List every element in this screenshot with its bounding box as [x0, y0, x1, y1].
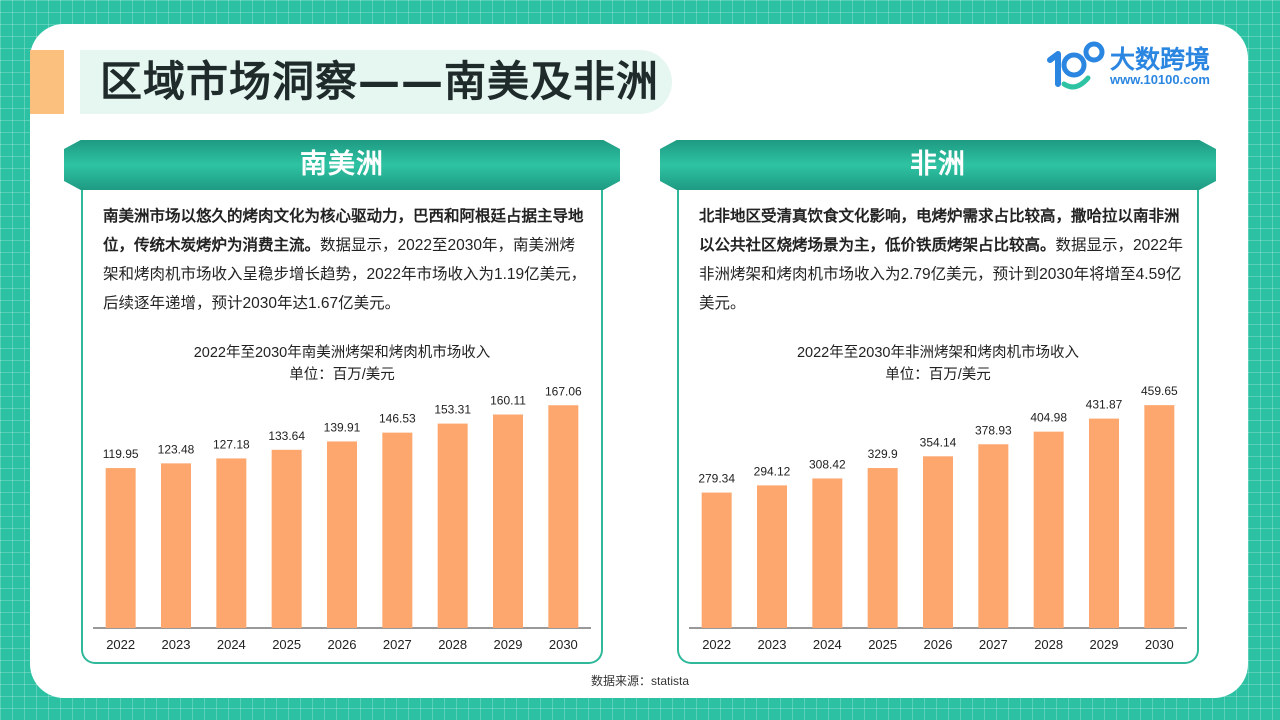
south-america-bar-chart: 119.95 2022 123.48 2023 127.18 2024 133.64 2025…: [93, 384, 591, 652]
south-america-tick-label-2026: 2026: [328, 637, 357, 652]
data-source: 数据来源：statista: [590, 674, 690, 688]
south-america-heading: 南美洲: [300, 149, 384, 180]
africa-bar-2026[interactable]: [923, 456, 953, 628]
africa-bar-chart: 279.34 2022 294.12 2023 308.42 2024 329.9 2025 3…: [689, 384, 1187, 652]
africa-bar-2029[interactable]: [1089, 418, 1119, 628]
south-america-ribbon-bg: [64, 140, 620, 190]
logo-mark-icon: [1047, 41, 1105, 90]
africa-tick-label-2027: 2027: [979, 637, 1008, 652]
brand-logo[interactable]: 大数跨境 www.10100.com: [1044, 38, 1234, 92]
south-america-data-label-2025: 133.64: [268, 429, 305, 443]
south-america-bar-2026[interactable]: [327, 441, 357, 628]
africa-data-label-2028: 404.98: [1030, 411, 1067, 425]
africa-tick-label-2026: 2026: [924, 637, 953, 652]
south-america-data-label-2026: 139.91: [324, 420, 361, 434]
south-america-desc-rest: 数据显示，2022至2030年，南美洲烤架和烤肉机市场收入呈稳步增长趋势，202…: [103, 237, 587, 312]
south-america-desc-bold: 南美洲市场以悠久的烤肉文化为核心驱动力，巴西和阿根廷占据主导地位，传统木炭烤炉为…: [103, 208, 584, 254]
africa-data-label-2023: 294.12: [754, 464, 791, 478]
africa-data-label-2022: 279.34: [698, 472, 735, 486]
south-america-bar-2024[interactable]: [216, 458, 247, 628]
africa-desc-rest: 数据显示，2022年非洲烤架和烤肉机市场收入为2.79亿美元，预计到2030年将…: [699, 237, 1183, 312]
africa-data-label-2025: 329.9: [868, 447, 898, 461]
logo-url: www.10100.com: [1110, 72, 1210, 87]
africa-panel: 北非地区受清真饮食文化影响，电烤炉需求占比较高，撒哈拉以南非洲以公共社区烧烤场景…: [677, 190, 1199, 664]
south-america-tick-label-2027: 2027: [383, 637, 412, 652]
logo-name: 大数跨境: [1110, 45, 1211, 74]
south-america-chart-unit: 单位：百万/美元: [289, 367, 395, 383]
south-america-tick-label-2029: 2029: [494, 637, 523, 652]
africa-bar-2027[interactable]: [978, 444, 1009, 628]
africa-chart-unit: 单位：百万/美元: [885, 367, 991, 383]
south-america-data-label-2023: 123.48: [158, 442, 195, 456]
south-america-chart-title: 2022年至2030年南美洲烤架和烤肉机市场收入: [193, 345, 491, 361]
south-america-data-label-2024: 127.18: [213, 437, 250, 451]
south-america-tick-label-2030: 2030: [549, 637, 578, 652]
south-america-data-label-2022: 119.95: [103, 447, 139, 461]
south-america-data-label-2027: 146.53: [379, 412, 416, 426]
title-banner: [80, 50, 672, 114]
africa-tick-label-2030: 2030: [1145, 637, 1174, 652]
south-america-panel: 南美洲市场以悠久的烤肉文化为核心驱动力，巴西和阿根廷占据主导地位，传统木炭烤炉为…: [81, 190, 603, 664]
south-america-tick-label-2022: 2022: [106, 637, 135, 652]
south-america-bar-2028[interactable]: [437, 423, 468, 628]
africa-desc-bold: 北非地区受清真饮食文化影响，电烤炉需求占比较高，撒哈拉以南非洲以公共社区烧烤场景…: [699, 208, 1180, 254]
south-america-bar-2029[interactable]: [493, 414, 523, 628]
africa-tick-label-2024: 2024: [813, 637, 842, 652]
africa-bar-2030[interactable]: [1144, 405, 1175, 628]
page-title: 区域市场洞察——南美及非洲: [100, 57, 660, 106]
africa-data-label-2027: 378.93: [975, 423, 1012, 437]
africa-data-label-2029: 431.87: [1086, 398, 1123, 412]
africa-chart-heading: 2022年至2030年非洲烤架和烤肉机市场收入 单位：百万/美元: [679, 342, 1197, 386]
africa-ribbon-bg: [660, 140, 1216, 190]
south-america-chart-heading: 2022年至2030年南美洲烤架和烤肉机市场收入 单位：百万/美元: [83, 342, 601, 386]
africa-bar-2022[interactable]: [701, 492, 732, 628]
africa-tick-label-2023: 2023: [758, 637, 787, 652]
south-america-bar-2030[interactable]: [548, 405, 579, 628]
africa-chart-title: 2022年至2030年非洲烤架和烤肉机市场收入: [796, 345, 1079, 361]
africa-data-label-2026: 354.14: [920, 435, 957, 449]
south-america-data-label-2029: 160.11: [490, 394, 526, 408]
south-america-data-label-2030: 167.06: [545, 384, 582, 398]
south-america-bar-2023[interactable]: [161, 463, 191, 628]
africa-tick-label-2025: 2025: [868, 637, 897, 652]
south-america-ribbon: 南美洲: [64, 140, 620, 190]
africa-tick-label-2029: 2029: [1090, 637, 1119, 652]
south-america-bar-2027[interactable]: [382, 432, 413, 628]
africa-bar-2028[interactable]: [1033, 431, 1064, 628]
africa-heading: 非洲: [910, 149, 966, 180]
africa-bar-2023[interactable]: [757, 485, 787, 628]
africa-data-label-2024: 308.42: [809, 457, 846, 471]
south-america-tick-label-2023: 2023: [162, 637, 191, 652]
africa-tick-label-2028: 2028: [1034, 637, 1063, 652]
south-america-description: 南美洲市场以悠久的烤肉文化为核心驱动力，巴西和阿根廷占据主导地位，传统木炭烤炉为…: [103, 202, 587, 318]
south-america-bar-2022[interactable]: [105, 468, 136, 628]
south-america-tick-label-2024: 2024: [217, 637, 246, 652]
africa-bar-2025[interactable]: [867, 468, 898, 628]
africa-tick-label-2022: 2022: [702, 637, 731, 652]
title-accent-bar: [30, 50, 64, 114]
south-america-data-label-2028: 153.31: [434, 403, 471, 417]
africa-description: 北非地区受清真饮食文化影响，电烤炉需求占比较高，撒哈拉以南非洲以公共社区烧烤场景…: [699, 202, 1183, 318]
africa-bar-2024[interactable]: [812, 478, 843, 628]
south-america-tick-label-2025: 2025: [272, 637, 301, 652]
south-america-tick-label-2028: 2028: [438, 637, 467, 652]
south-america-bar-2025[interactable]: [271, 449, 302, 628]
africa-ribbon: 非洲: [660, 140, 1216, 190]
africa-data-label-2030: 459.65: [1141, 384, 1178, 398]
